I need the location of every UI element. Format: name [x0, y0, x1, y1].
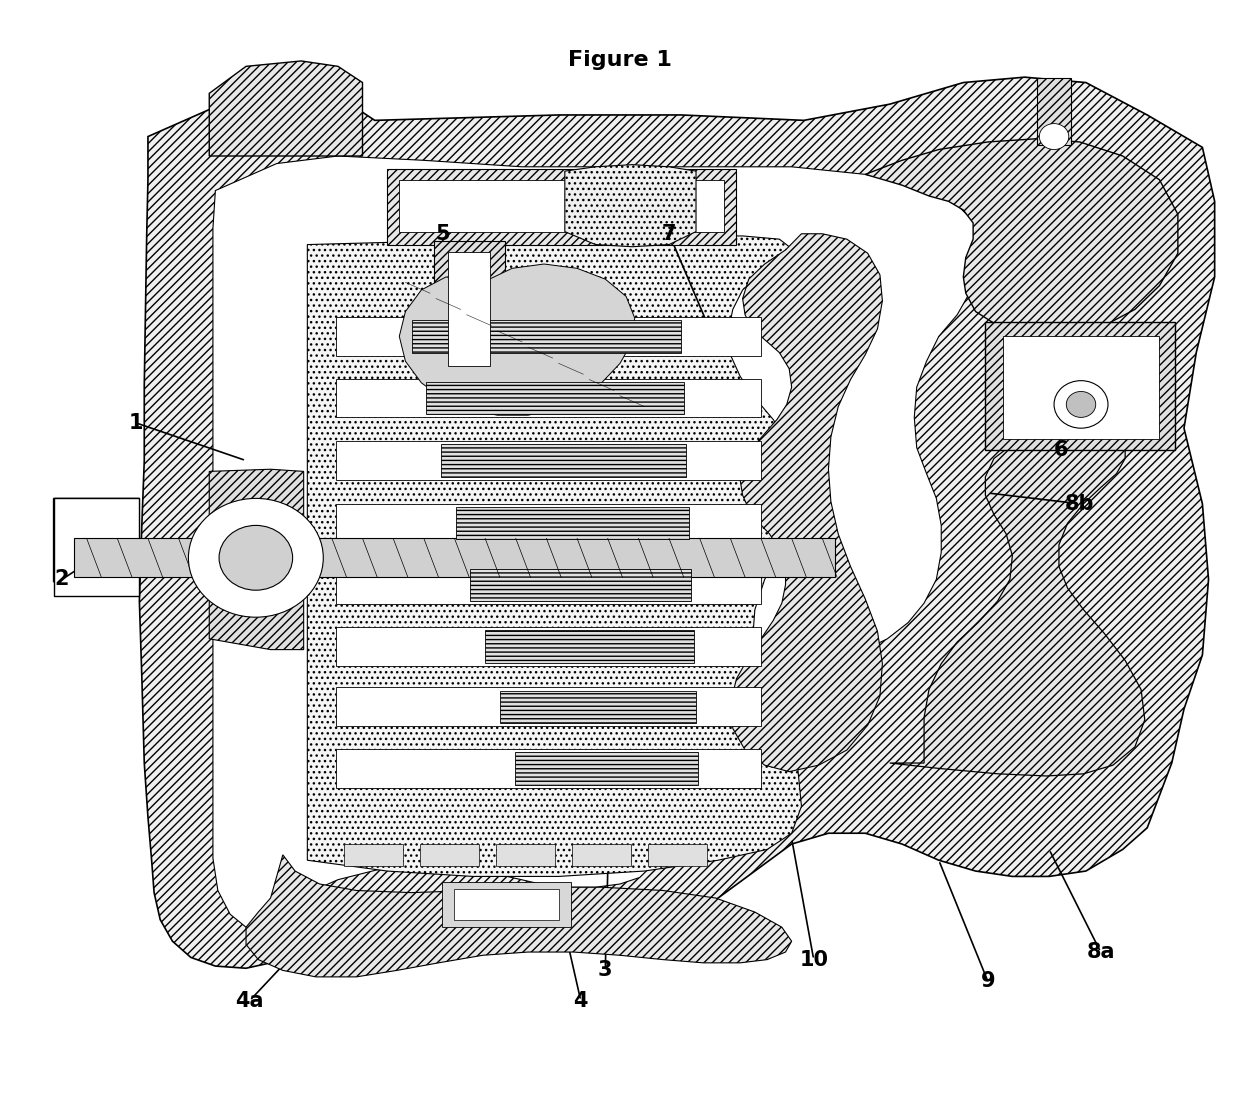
Bar — [986, 323, 1176, 450]
Text: Figure 1: Figure 1 — [568, 50, 672, 70]
Bar — [427, 382, 683, 415]
Circle shape — [188, 499, 324, 617]
Circle shape — [1039, 124, 1069, 150]
Bar — [336, 749, 761, 788]
Polygon shape — [53, 499, 139, 595]
Bar — [336, 504, 761, 543]
Polygon shape — [890, 428, 1145, 776]
Bar — [456, 507, 688, 539]
Polygon shape — [399, 264, 635, 416]
Bar — [336, 441, 761, 480]
Bar — [53, 499, 139, 595]
Bar — [74, 538, 835, 578]
Bar — [572, 845, 631, 865]
Bar — [485, 630, 693, 663]
Bar — [345, 845, 403, 865]
Polygon shape — [139, 78, 1215, 968]
Bar — [455, 889, 559, 920]
Bar — [500, 690, 696, 723]
Bar — [336, 566, 761, 604]
Text: 1: 1 — [129, 412, 143, 433]
Text: 7: 7 — [662, 224, 676, 244]
Circle shape — [1054, 381, 1109, 428]
Text: 10: 10 — [800, 950, 828, 969]
Bar — [387, 168, 737, 245]
Circle shape — [1066, 392, 1096, 418]
Text: 8b: 8b — [1065, 493, 1095, 514]
Polygon shape — [308, 236, 801, 876]
Polygon shape — [730, 234, 883, 771]
Text: 8a: 8a — [1086, 942, 1115, 962]
Polygon shape — [210, 61, 362, 156]
Polygon shape — [246, 854, 791, 977]
Bar — [470, 569, 691, 601]
Polygon shape — [866, 139, 1178, 334]
Polygon shape — [213, 156, 982, 928]
Polygon shape — [565, 164, 696, 247]
Bar — [1003, 336, 1159, 439]
Text: 6: 6 — [1054, 440, 1069, 459]
Bar — [515, 753, 698, 784]
Text: 9: 9 — [981, 971, 996, 991]
Polygon shape — [210, 469, 304, 650]
Text: 2: 2 — [55, 569, 69, 590]
Circle shape — [219, 525, 293, 590]
Bar — [441, 444, 686, 477]
Bar — [412, 321, 681, 352]
Bar — [443, 882, 570, 928]
Text: 4a: 4a — [236, 991, 264, 1011]
Bar — [1037, 79, 1071, 146]
Bar — [434, 242, 505, 376]
Bar — [399, 179, 724, 232]
Bar — [420, 845, 479, 865]
Bar — [649, 845, 707, 865]
Bar — [496, 845, 556, 865]
Text: 3: 3 — [598, 961, 613, 980]
Bar — [336, 627, 761, 666]
Bar — [449, 252, 490, 365]
Bar — [336, 687, 761, 726]
Text: 4: 4 — [574, 991, 588, 1011]
Bar — [336, 317, 761, 356]
Bar — [336, 379, 761, 418]
Text: 5: 5 — [435, 224, 450, 244]
